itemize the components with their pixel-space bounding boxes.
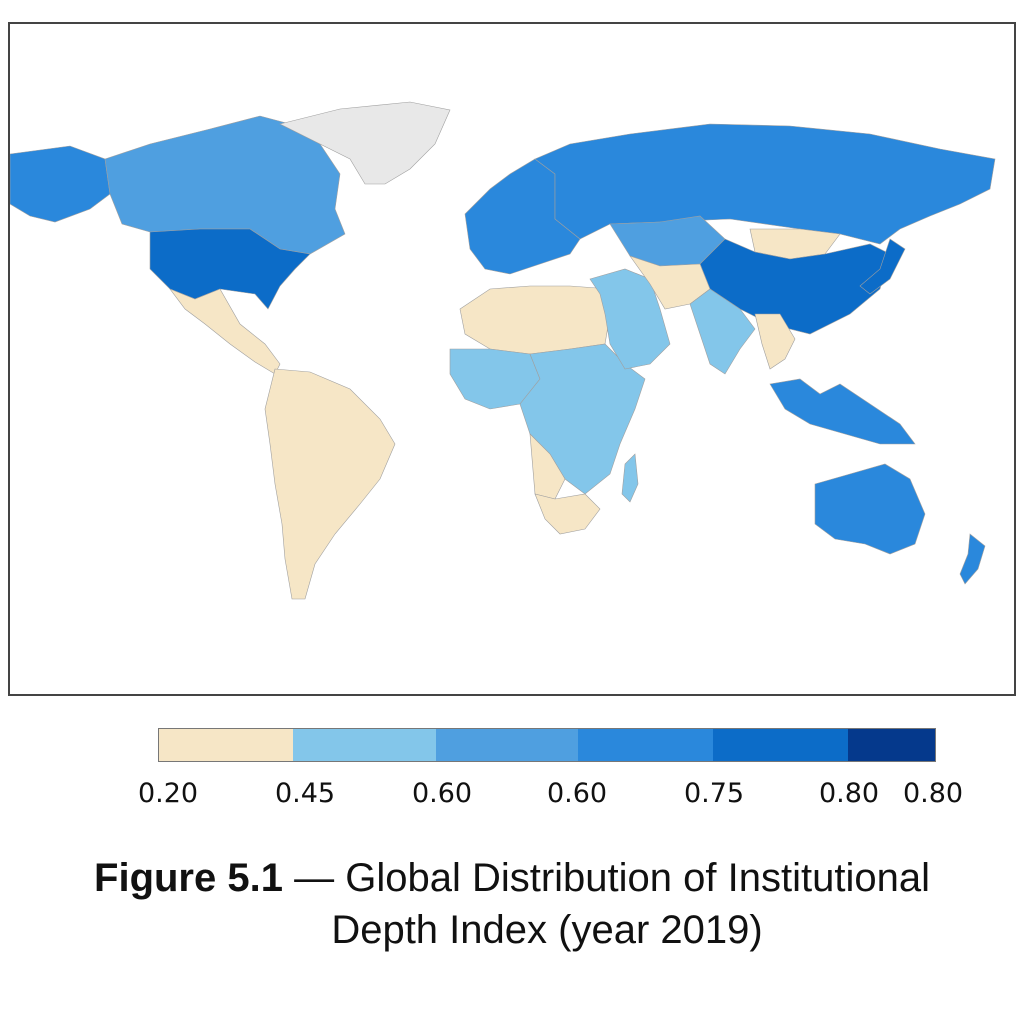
legend-tick-2: 0.45 (274, 778, 336, 809)
legend-swatch-5 (713, 729, 848, 761)
region-australia (814, 463, 926, 555)
caption-line-1: Global Distribution of Institutional (345, 856, 930, 900)
caption-dash: — (294, 856, 335, 900)
region-alaska (10, 145, 111, 223)
region-angola (529, 433, 566, 500)
figure-caption: Figure 5.1 — Global Distribution of Inst… (0, 852, 1024, 956)
region-madagascar (621, 453, 639, 503)
region-russia (534, 123, 996, 245)
region-middle-east (589, 268, 671, 370)
legend-swatch-2 (293, 729, 436, 761)
legend-swatch-4 (578, 729, 713, 761)
region-southern-africa (534, 493, 601, 535)
region-southeast-asia (754, 313, 796, 370)
region-new-zealand (959, 533, 986, 585)
figure-label: Figure 5.1 (94, 856, 283, 900)
region-south-america (264, 368, 396, 600)
region-canada (104, 115, 346, 255)
region-greenland (279, 101, 451, 185)
caption-line-2: Depth Index (year 2019) (331, 908, 763, 952)
region-central-and-east-africa (519, 343, 646, 495)
colorbar-legend (158, 728, 936, 762)
legend-tick-5: 0.75 (683, 778, 745, 809)
legend-swatch-3 (436, 729, 578, 761)
region-south-asia (689, 288, 756, 375)
region-north-africa (459, 285, 611, 355)
legend-tick-6: 0.80 (818, 778, 880, 809)
legend-tick-1: 0.20 (137, 778, 199, 809)
region-japan (859, 238, 906, 295)
legend-swatch-6 (848, 729, 935, 761)
world-map (8, 22, 1016, 696)
legend-tick-7: 0.80 (902, 778, 964, 809)
legend-tick-3: 0.60 (411, 778, 473, 809)
legend-swatch-1 (159, 729, 293, 761)
legend-tick-4: 0.60 (546, 778, 608, 809)
region-indonesia-and-philippines (769, 378, 916, 445)
